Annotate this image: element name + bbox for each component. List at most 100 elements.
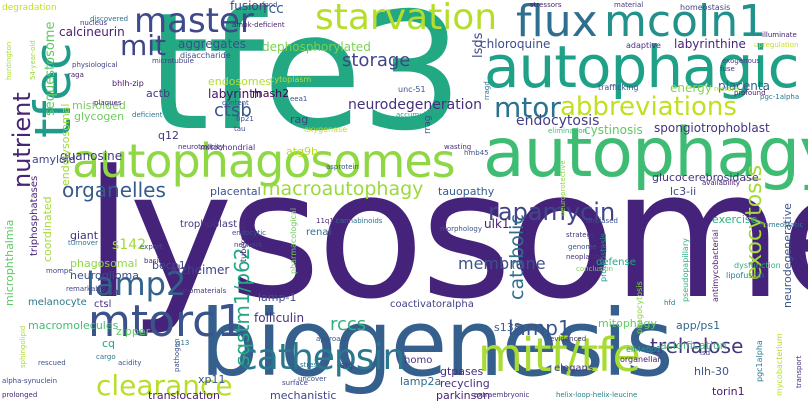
word-morphology: morphology <box>440 225 482 233</box>
word-unbiased: unbiased <box>586 217 618 225</box>
word-dephosphorylated: dephosphorylated <box>262 40 371 54</box>
word-nanomaterials: nanomaterials <box>176 287 227 295</box>
word-profound: profound <box>734 89 766 97</box>
word-spongiotrophoblast: spongiotrophoblast <box>654 121 770 135</box>
word-nucleus: nucleus <box>80 19 108 27</box>
word-pharmacological: pharmacological <box>289 207 298 274</box>
word-deficient: deficient <box>132 111 163 119</box>
word-rag: rag <box>290 113 309 126</box>
word-ampk-deficient: ampk-deficient <box>232 21 285 29</box>
word-cannabinoids: cannabinoids <box>336 217 383 225</box>
word-lsd: lsd <box>700 349 711 357</box>
word-phagosomal: phagosomal <box>70 257 138 270</box>
word-hmb45: hmb45 <box>464 149 489 157</box>
word-organelles: organelles <box>62 178 166 202</box>
word-evidenced: evidenced <box>550 335 587 343</box>
word-mtorc1: mtorc1 <box>88 296 245 347</box>
word-transport: transport <box>795 355 803 388</box>
word-unc-51: unc-51 <box>398 85 426 94</box>
word-storage: storage <box>342 50 411 71</box>
word-amyloid: amyloid <box>32 153 76 166</box>
word-membrane: membrane <box>458 254 546 273</box>
word-folliculin: folliculin <box>254 311 305 325</box>
word-pgc-1alpha: pgc-1alpha <box>760 93 800 101</box>
word-alpha-synuclein: alpha-synuclein <box>2 377 58 385</box>
word-cargo: cargo <box>96 353 116 361</box>
word-rragd: rragd <box>483 81 491 100</box>
word-biogenesis: biogenesis <box>200 290 674 397</box>
word-mycobacterium: mycobacterium <box>775 333 784 396</box>
word-physiological: physiological <box>72 61 118 69</box>
word-cq: cq <box>102 337 116 350</box>
word-exogenous: exogenous <box>722 57 760 65</box>
word-s138: s138 <box>494 321 521 334</box>
word-6p21: 6p21 <box>236 115 254 123</box>
word-ulk1: ulk1 <box>484 217 510 231</box>
word-fusion: fusion <box>230 0 267 13</box>
word-mtor: mtor <box>494 91 561 124</box>
word-q13: q13 <box>176 339 190 347</box>
word-genome: genome <box>568 243 597 251</box>
word-sequestosome: sequestosome <box>43 21 58 116</box>
word-neuroprotective: neuroprotective <box>559 160 567 216</box>
word-clearance: clearance <box>96 369 233 402</box>
word-renal: renal <box>306 227 332 238</box>
word-homo: homo <box>404 355 433 366</box>
word-endocytic: endocytic <box>232 229 266 237</box>
word-lc3-ii: lc3-ii <box>670 185 697 198</box>
word-rccs: rccs <box>330 314 367 335</box>
word-illuminate: illuminate <box>762 31 797 39</box>
word-organellar: organellar <box>620 355 661 364</box>
word-food: food <box>262 1 278 9</box>
word-gtpases: gtpases <box>440 365 484 378</box>
word-54-year-old: 54-year-old <box>29 40 37 80</box>
word-autophagic: autophagic <box>484 33 799 101</box>
word-mechanistic: mechanistic <box>270 389 337 402</box>
word-network: network <box>234 241 263 249</box>
word-pgc1alpha: pgc1alpha <box>755 340 764 382</box>
word-torin1: torin1 <box>712 385 745 398</box>
word-energy: energy <box>670 81 712 95</box>
word-huntington: huntington <box>5 41 13 80</box>
word-atg9b: atg9b <box>286 145 319 158</box>
word-export: export <box>140 243 163 251</box>
word-coordinated: coordinated <box>41 196 54 262</box>
word-app-ps1: app/ps1 <box>676 319 721 332</box>
word-ctsb: ctsb <box>214 100 252 121</box>
word-raga: raga <box>68 71 84 79</box>
word-homeostasis: homeostasis <box>680 3 731 12</box>
word-chloroquine: chloroquine <box>480 37 551 51</box>
word-conclusion: conclusion <box>576 265 614 273</box>
word-hlh-30: hlh-30 <box>694 365 729 378</box>
word-prolonged: prolonged <box>2 391 38 399</box>
word-lysosome: lysosome <box>84 133 808 338</box>
word-antimycobacterial: antimycobacterial <box>711 229 720 302</box>
word-melanocyte: melanocyte <box>28 297 87 308</box>
word-mitf-tfe: mitf/tfe <box>478 328 641 382</box>
word-lipofuscin: lipofuscin <box>726 271 765 280</box>
word-mit: mit <box>120 29 167 62</box>
word-approach: approach <box>316 335 349 343</box>
word-microphthalmia: microphthalmia <box>3 219 16 306</box>
word-tauopathy: tauopathy <box>438 185 495 198</box>
word-zipper: zipper <box>116 325 151 338</box>
word-disaccharide: disaccharide <box>180 51 231 60</box>
word-lamp1: lamp1 <box>508 316 571 340</box>
word-placental: placental <box>210 185 261 198</box>
word-oxygenase: oxygenase <box>304 125 348 134</box>
word-basic: basic <box>144 257 163 265</box>
word-calcineurin: calcineurin <box>59 25 125 39</box>
word-extraembryonic: extraembryonic <box>474 391 530 399</box>
word-misfolded: misfolded <box>72 99 126 112</box>
word-becn1: becn1 <box>152 259 186 272</box>
word-mompe: mompe <box>46 267 73 275</box>
word-translocation: translocation <box>148 389 220 402</box>
word-alzheimer: alzheimer <box>170 263 230 277</box>
word-microtubule: microtubule <box>152 57 194 65</box>
word-trophoblast: trophoblast <box>180 219 238 230</box>
word-strategy: strategy <box>566 231 596 239</box>
word-remarkably: remarkably <box>66 285 106 293</box>
word-q12: q12 <box>158 129 179 142</box>
word-adaptive: adaptive <box>626 41 661 50</box>
